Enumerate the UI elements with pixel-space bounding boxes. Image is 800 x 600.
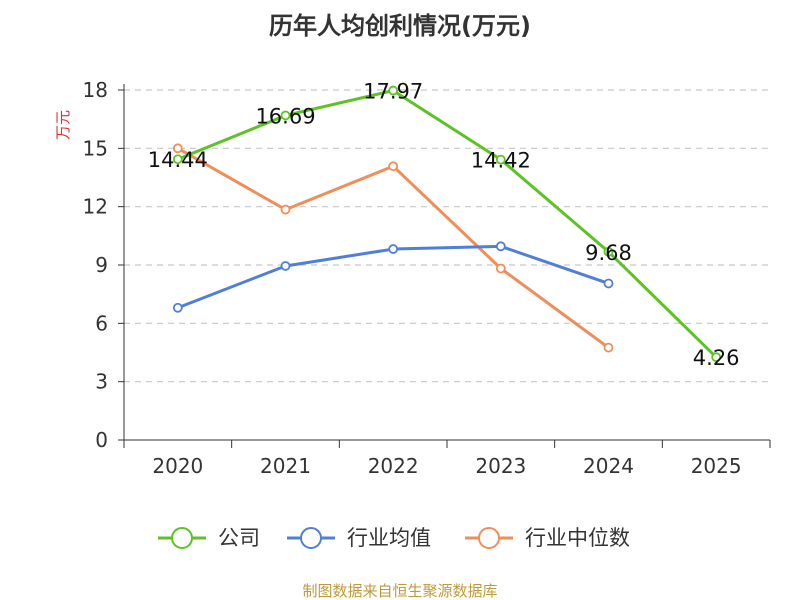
legend-label: 行业均值 bbox=[347, 526, 431, 550]
legend-label: 公司 bbox=[218, 526, 260, 550]
series-2 bbox=[172, 143, 614, 353]
data-point bbox=[603, 342, 614, 353]
data-point bbox=[711, 352, 722, 363]
y-tick-label: 15 bbox=[83, 136, 108, 160]
data-label: 17.97 bbox=[363, 80, 423, 104]
data-point bbox=[388, 161, 399, 172]
x-tick-label: 2020 bbox=[152, 454, 203, 478]
data-point bbox=[172, 143, 183, 154]
grid bbox=[124, 89, 770, 383]
legend-item-2[interactable]: 行业中位数 bbox=[465, 526, 630, 550]
data-point bbox=[280, 110, 291, 121]
data-point bbox=[388, 85, 399, 96]
data-point bbox=[172, 302, 183, 313]
y-tick-label: 3 bbox=[95, 370, 108, 394]
chart-title: 历年人均创利情况(万元) bbox=[269, 12, 531, 40]
data-point bbox=[603, 246, 614, 257]
legend-swatch-marker bbox=[300, 527, 322, 549]
data-point bbox=[495, 154, 506, 165]
legend-item-1[interactable]: 行业均值 bbox=[287, 526, 431, 550]
data-point bbox=[280, 261, 291, 271]
y-tick-label: 18 bbox=[83, 78, 108, 102]
y-tick-label: 6 bbox=[95, 311, 108, 335]
legend[interactable]: 公司 行业均值 行业中位数 bbox=[158, 526, 630, 550]
data-label: 4.26 bbox=[693, 346, 740, 370]
data-point bbox=[495, 263, 506, 274]
legend-item-0[interactable]: 公司 bbox=[158, 526, 260, 550]
data-label: 9.68 bbox=[585, 241, 632, 265]
y-tick-label: 9 bbox=[95, 253, 108, 277]
x-axis: 2020 2021 2022 2023 2024 2025 bbox=[123, 439, 771, 478]
y-tick-label: 0 bbox=[95, 428, 108, 452]
data-label: 14.44 bbox=[148, 148, 208, 172]
x-tick-label: 2021 bbox=[260, 454, 311, 478]
y-tick-label: 12 bbox=[83, 195, 108, 219]
x-tick-label: 2024 bbox=[583, 454, 634, 478]
series-1 bbox=[172, 241, 614, 313]
data-point bbox=[172, 154, 183, 165]
data-label: 14.42 bbox=[471, 149, 531, 173]
data-point bbox=[603, 278, 614, 289]
data-point bbox=[280, 204, 291, 215]
legend-label: 行业中位数 bbox=[525, 526, 630, 550]
legend-swatch-marker bbox=[171, 527, 193, 549]
y-axis-label: 万元 bbox=[54, 110, 72, 140]
data-point bbox=[495, 241, 506, 252]
x-tick-label: 2022 bbox=[368, 454, 419, 478]
source-note: 制图数据来自恒生聚源数据库 bbox=[302, 582, 497, 600]
data-label: 16.69 bbox=[255, 104, 315, 128]
series-group: 14.44 16.69 17.97 14.42 9.68 4.26 bbox=[148, 80, 740, 371]
series-0 bbox=[172, 85, 722, 363]
legend-swatch-marker bbox=[478, 527, 500, 549]
x-tick-label: 2023 bbox=[475, 454, 526, 478]
x-tick-label: 2025 bbox=[691, 454, 742, 478]
series-line bbox=[177, 89, 718, 359]
data-point bbox=[388, 244, 399, 254]
y-axis: 0 3 6 9 12 15 18 bbox=[83, 78, 125, 452]
